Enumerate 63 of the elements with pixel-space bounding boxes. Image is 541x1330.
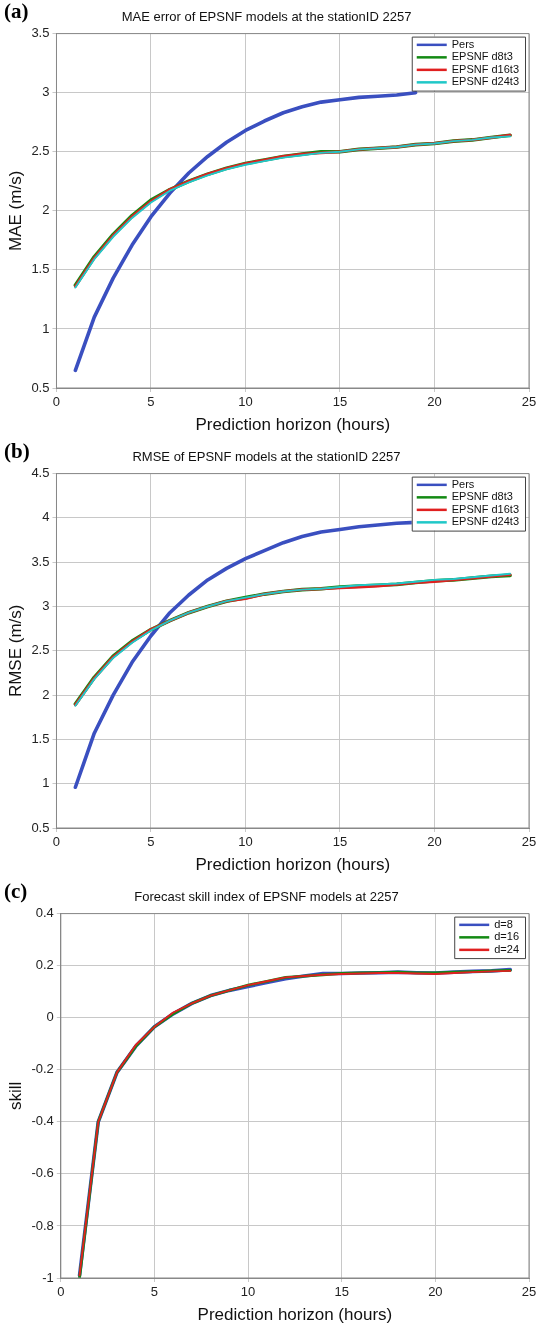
- y-tick-label: 0: [46, 1009, 54, 1025]
- y-tick-label: 0.5: [31, 379, 50, 395]
- legend-label: EPSNF d8t3: [451, 490, 513, 503]
- chart-title: RMSE of EPSNF models at the stationID 2257: [132, 449, 401, 465]
- legend-label: EPSNF d24t3: [451, 75, 520, 88]
- legend-label: EPSNF d24t3: [451, 515, 520, 528]
- y-tick-label: 3.5: [31, 553, 50, 569]
- x-tick-label: 5: [150, 1284, 159, 1300]
- legend-label: EPSNF d8t3: [451, 50, 513, 63]
- y-tick-label: 0.2: [35, 957, 54, 973]
- y-tick-label: 3.5: [31, 25, 50, 41]
- legend-label: d=8: [494, 917, 513, 930]
- y-axis-title: RMSE (m/s): [5, 604, 25, 698]
- y-tick-label: 2: [42, 686, 50, 702]
- y-tick-label: -1: [42, 1269, 54, 1285]
- text: (b): [4, 438, 30, 463]
- x-tick-label: 25: [521, 394, 537, 410]
- legend-label: Pers: [451, 37, 475, 50]
- y-tick-label: 3: [42, 598, 50, 614]
- y-tick-label: 2.5: [31, 143, 50, 159]
- y-tick-label: 4: [42, 509, 50, 525]
- x-tick-label: 0: [57, 1284, 65, 1300]
- x-tick-label: 15: [332, 394, 348, 410]
- x-tick-label: 25: [521, 1284, 537, 1300]
- legend-label: EPSNF d16t3: [451, 62, 520, 75]
- x-tick-label: 25: [521, 834, 537, 850]
- y-tick-label: 3: [42, 84, 50, 100]
- y-axis-title: MAE (m/s): [5, 170, 25, 251]
- x-tick-label: 20: [427, 834, 442, 850]
- x-tick-label: 15: [332, 834, 348, 850]
- x-tick-label: 15: [334, 1284, 349, 1300]
- x-axis-title: Prediction horizon (hours): [195, 855, 391, 875]
- y-tick-label: 2: [42, 202, 50, 218]
- legend-label: d=16: [494, 930, 519, 943]
- y-tick-label: -0.2: [31, 1061, 54, 1077]
- y-tick-label: -0.4: [31, 1113, 54, 1129]
- x-axis-title: Prediction horizon (hours): [195, 415, 391, 435]
- legend-label: d=24: [494, 942, 519, 955]
- legend-label: Pers: [451, 477, 475, 490]
- y-axis-title: skill: [5, 1081, 25, 1110]
- y-tick-label: 1.5: [31, 730, 50, 746]
- y-tick-label: 4.5: [31, 465, 50, 481]
- y-tick-label: 0.4: [35, 905, 54, 921]
- x-tick-label: 10: [240, 1284, 256, 1300]
- text: (c): [4, 878, 28, 903]
- y-tick-label: 1.5: [31, 261, 50, 277]
- x-tick-label: 5: [147, 394, 155, 410]
- legend-label: EPSNF d16t3: [451, 502, 520, 515]
- x-tick-label: 5: [147, 834, 155, 850]
- x-tick-label: 20: [427, 394, 442, 410]
- y-tick-label: -0.8: [31, 1217, 54, 1233]
- chart-title: MAE error of EPSNF models at the stationID 2257: [121, 9, 412, 25]
- y-tick-label: 1: [42, 320, 50, 336]
- x-tick-label: 10: [238, 834, 253, 850]
- y-tick-label: 2.5: [31, 642, 50, 658]
- y-tick-label: 1: [42, 775, 50, 791]
- x-axis-title: Prediction horizon (hours): [197, 1305, 393, 1325]
- x-tick-label: 10: [238, 394, 253, 410]
- y-tick-label: -0.6: [31, 1165, 54, 1181]
- y-tick-label: 0.5: [31, 819, 50, 835]
- x-tick-label: 20: [428, 1284, 443, 1300]
- chart-title: Forecast skill index of EPSNF models at 2257: [134, 889, 399, 905]
- text: (a): [4, 0, 29, 23]
